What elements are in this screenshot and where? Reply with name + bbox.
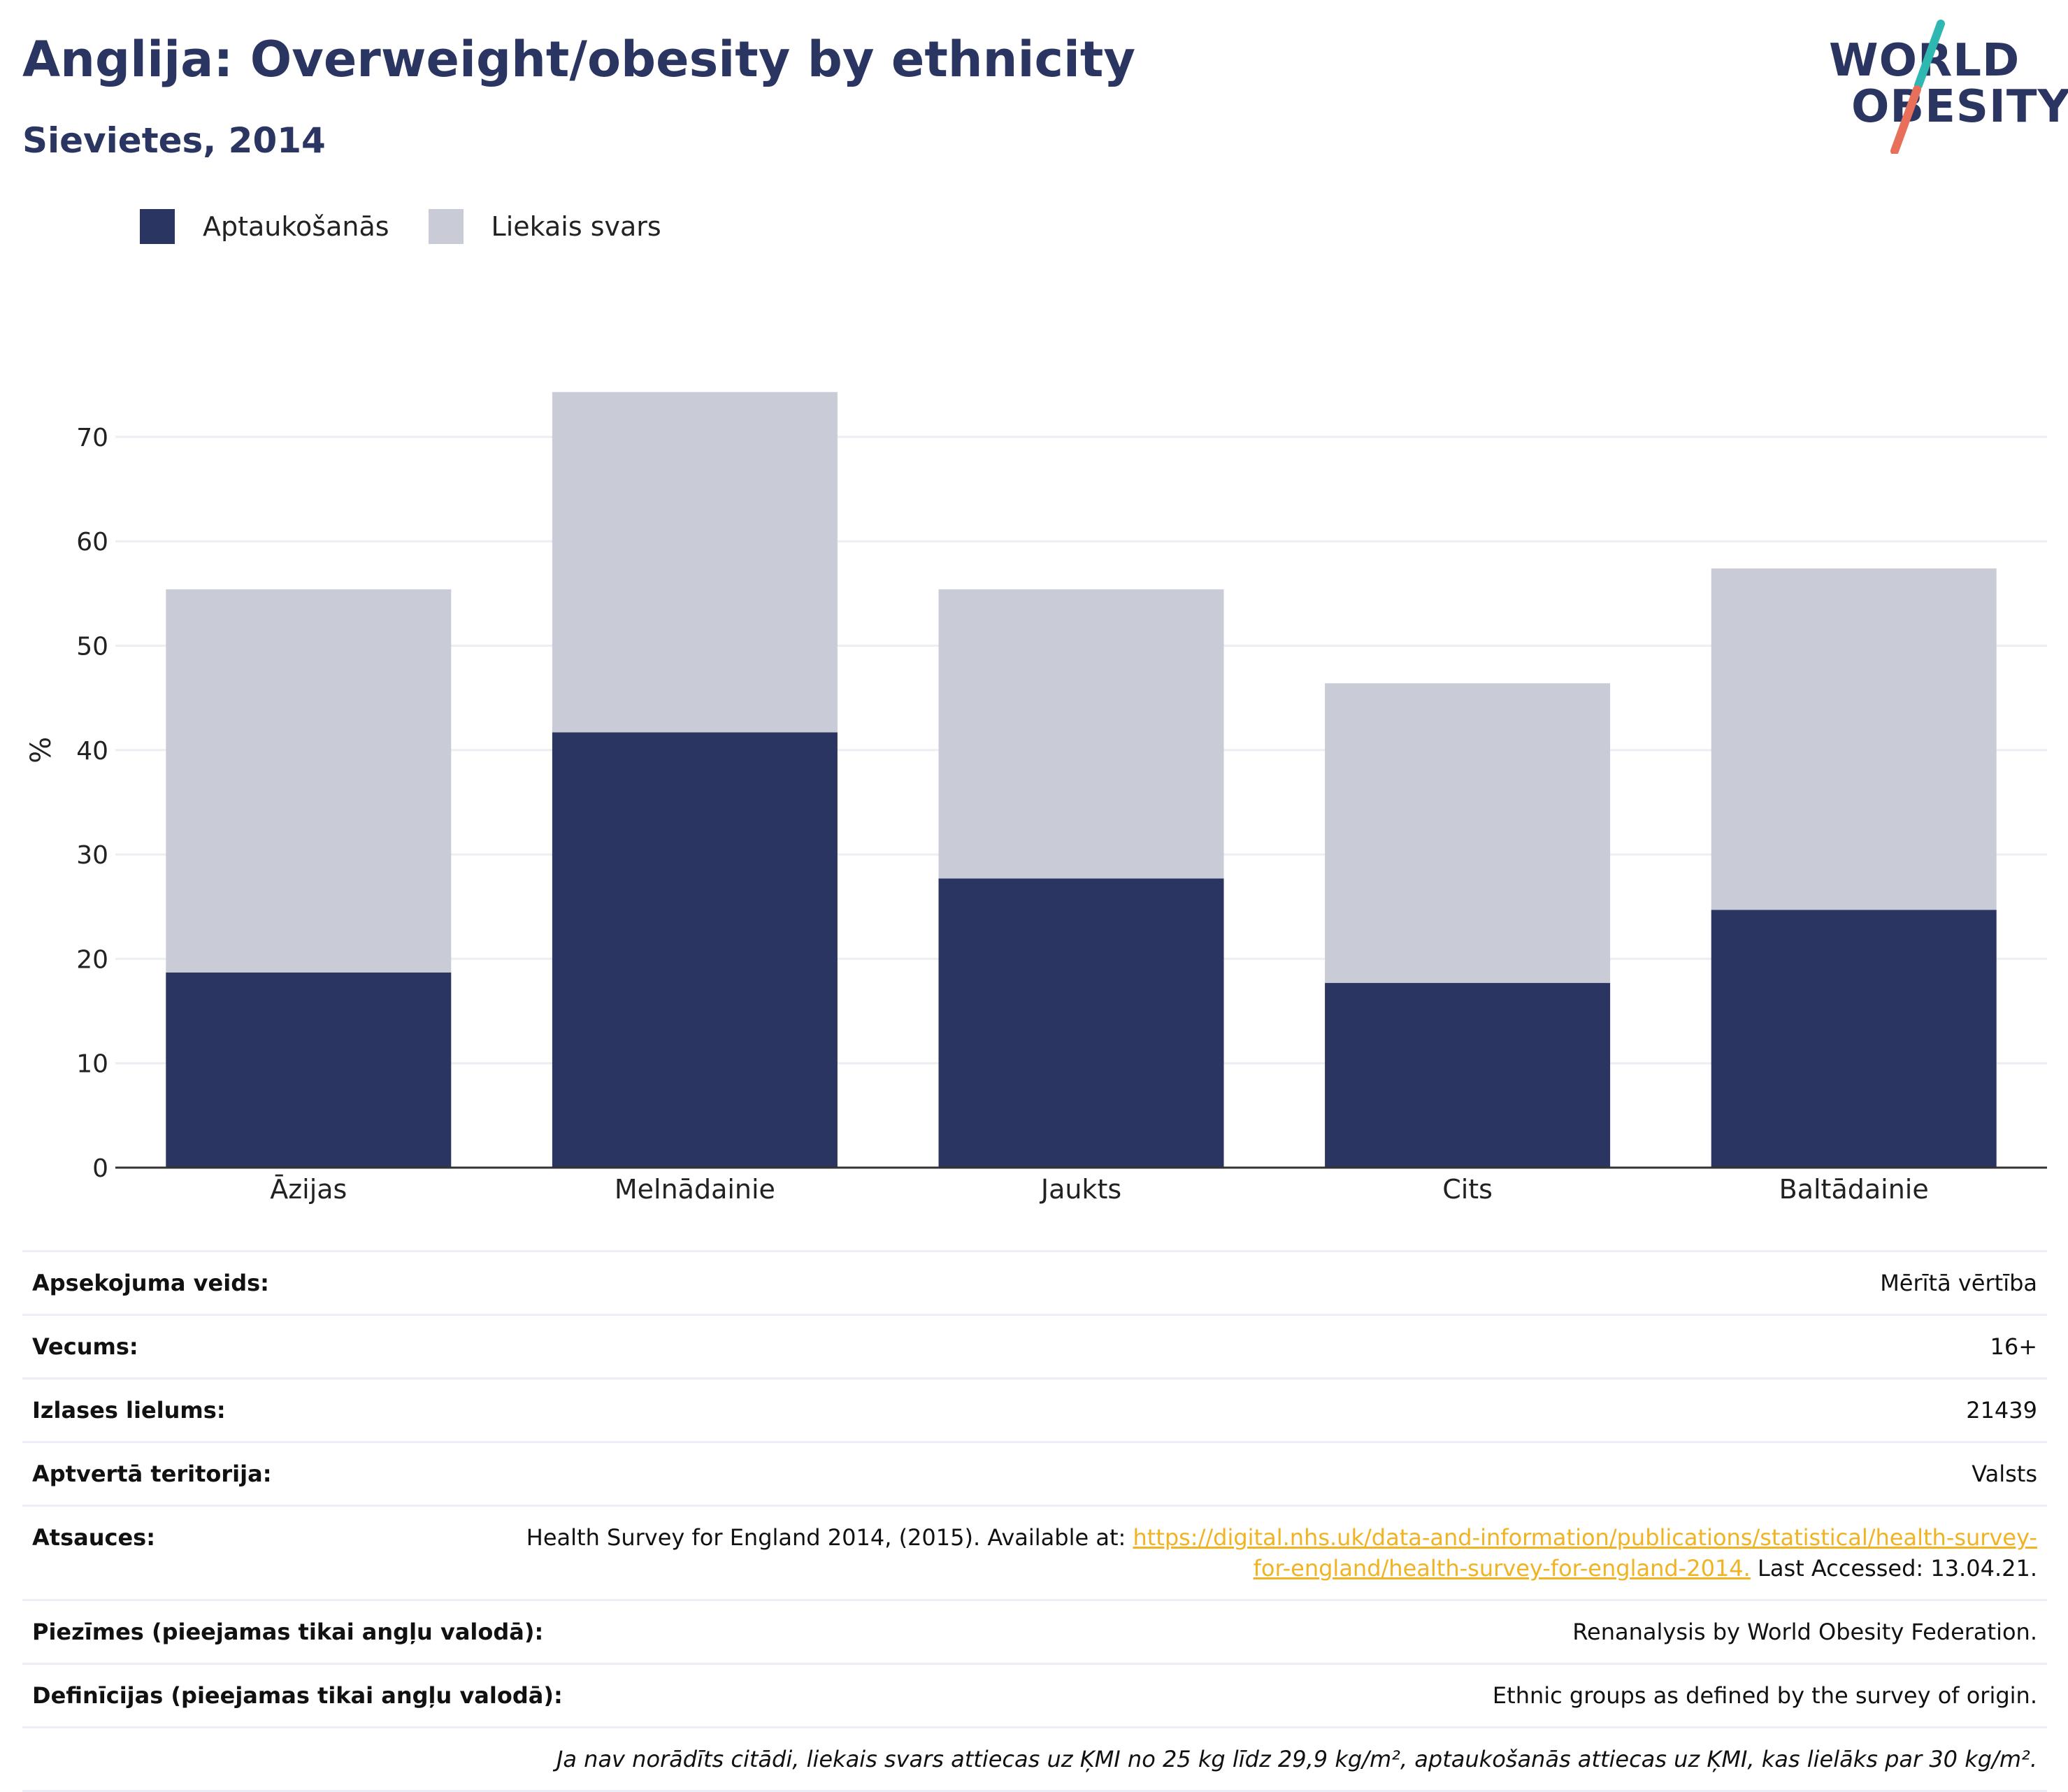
legend-item-overweight[interactable]: Liekais svars [428, 209, 661, 244]
bmi-footnote: Ja nav norādīts citādi, liekais svars at… [556, 1746, 2037, 1772]
meta-label: Vecums: [32, 1333, 138, 1360]
meta-label: Izlases lielums: [32, 1397, 226, 1424]
x-tick-label: Cits [1442, 1174, 1493, 1205]
references-accessed: Last Accessed: 13.04.21. [1750, 1555, 2037, 1582]
meta-row-notes: Piezīmes (pieejamas tikai angļu valodā):… [22, 1601, 2047, 1665]
legend-swatch-overweight [428, 209, 464, 244]
chart-subtitle: Sievietes, 2014 [22, 120, 326, 161]
bar-overweight [166, 589, 452, 973]
meta-value: Renanalysis by World Obesity Federation. [1572, 1619, 2037, 1645]
y-axis-label: % [25, 737, 57, 764]
legend-item-obesity[interactable]: Aptaukošanās [140, 209, 389, 244]
legend-label-overweight: Liekais svars [491, 211, 661, 242]
y-tick-label: 40 [76, 737, 108, 766]
y-tick-label: 70 [76, 424, 108, 452]
meta-row-sample-size: Izlases lielums: 21439 [22, 1379, 2047, 1443]
meta-row-references: Atsauces: Health Survey for England 2014… [22, 1507, 2047, 1601]
x-tick-label: Melnādainie [615, 1174, 775, 1205]
chart-legend: Aptaukošanās Liekais svars [140, 207, 701, 246]
meta-label: Piezīmes (pieejamas tikai angļu valodā): [32, 1619, 544, 1645]
y-tick-label: 10 [76, 1050, 108, 1079]
logo-line-2: OBESITY [1851, 81, 2068, 133]
y-tick-label: 50 [76, 633, 108, 661]
bar-overweight [1325, 683, 1611, 983]
meta-row-survey-type: Apsekojuma veids: Mērītā vērtība [22, 1252, 2047, 1316]
meta-row-coverage: Aptvertā teritorija: Valsts [22, 1443, 2047, 1507]
legend-label-obesity: Aptaukošanās [203, 211, 389, 242]
meta-label: Apsekojuma veids: [32, 1270, 269, 1296]
stacked-bar-chart: 0 10 20 30 40 50 60 70% Āzijas Melnādainie Jaukts C… [25, 392, 2047, 1205]
x-tick-label: Baltādainie [1779, 1174, 1929, 1205]
meta-label: Definīcijas (pieejamas tikai angļu valod… [32, 1682, 563, 1709]
meta-value: Valsts [1972, 1461, 2037, 1487]
meta-value: Health Survey for England 2014, (2015). … [499, 1522, 2037, 1584]
references-link[interactable]: https://digital.nhs.uk/data-and-informat… [1133, 1524, 2037, 1582]
meta-value: Ethnic groups as defined by the survey o… [1492, 1682, 2037, 1709]
logo-slash-icon [1890, 20, 1945, 154]
y-tick-label: 20 [76, 945, 108, 974]
metadata-table: Apsekojuma veids: Mērītā vērtība Vecums:… [22, 1250, 2047, 1792]
y-tick-label: 0 [92, 1154, 108, 1183]
x-tick-label: Jaukts [1040, 1174, 1121, 1205]
bar-obesity [166, 972, 452, 1168]
x-tick-label: Āzijas [270, 1174, 347, 1205]
bar-obesity [1325, 982, 1611, 1168]
references-text: Health Survey for England 2014, (2015). … [526, 1524, 1133, 1551]
meta-row-footnote: Ja nav norādīts citādi, liekais svars at… [22, 1728, 2047, 1792]
chart-title: Anglija: Overweight/obesity by ethnicity [22, 31, 1136, 88]
meta-row-definitions: Definīcijas (pieejamas tikai angļu valod… [22, 1665, 2047, 1728]
meta-value: 16+ [1990, 1333, 2037, 1360]
bar-overweight [552, 392, 838, 733]
meta-value: 21439 [1966, 1397, 2037, 1424]
meta-value: Mērītā vērtība [1880, 1270, 2037, 1296]
legend-swatch-obesity [140, 209, 175, 244]
meta-label: Atsauces: [32, 1524, 155, 1551]
bar-overweight [938, 589, 1224, 879]
bar-overweight [1711, 568, 1997, 910]
meta-label: Aptvertā teritorija: [32, 1461, 272, 1487]
world-obesity-logo: WORLD OBESITY [1818, 14, 2068, 154]
bar-obesity [938, 878, 1224, 1168]
y-tick-label: 30 [76, 841, 108, 870]
bar-obesity [1711, 910, 1997, 1168]
meta-row-age: Vecums: 16+ [22, 1316, 2047, 1379]
y-tick-label: 60 [76, 528, 108, 557]
bar-obesity [552, 732, 838, 1168]
